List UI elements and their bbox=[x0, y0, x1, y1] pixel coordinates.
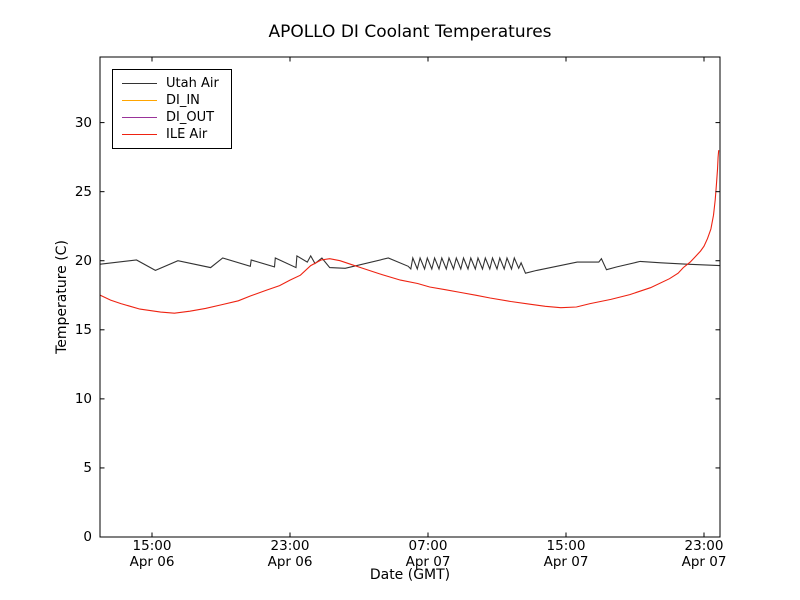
y-tick-label: 15 bbox=[74, 321, 92, 338]
legend-item: DI_OUT bbox=[122, 109, 219, 126]
series-line-utah-air bbox=[100, 254, 720, 274]
legend-label: DI_IN bbox=[166, 93, 200, 108]
legend-line-swatch bbox=[122, 117, 157, 118]
y-tick-label: 25 bbox=[74, 183, 92, 200]
legend-item: Utah Air bbox=[122, 75, 219, 92]
x-axis-label: Date (GMT) bbox=[369, 567, 451, 583]
x-tick-label: 07:00 Apr 07 bbox=[405, 538, 451, 570]
x-tick-label: 23:00 Apr 06 bbox=[267, 538, 313, 570]
x-tick-label: 15:00 Apr 06 bbox=[129, 538, 175, 570]
legend-line-swatch bbox=[122, 83, 157, 84]
legend-label: DI_OUT bbox=[166, 110, 215, 125]
legend-item: ILE Air bbox=[122, 126, 219, 143]
legend-line-swatch bbox=[122, 100, 157, 101]
y-tick-label: 30 bbox=[74, 114, 92, 131]
legend-line-swatch bbox=[122, 134, 157, 135]
legend-item: DI_IN bbox=[122, 92, 219, 109]
y-tick-label: 20 bbox=[74, 252, 92, 269]
y-tick-label: 5 bbox=[83, 459, 92, 476]
legend: Utah Air DI_IN DI_OUT ILE Air bbox=[112, 69, 232, 149]
chart-title: APOLLO DI Coolant Temperatures bbox=[268, 22, 552, 42]
y-tick-label: 10 bbox=[74, 390, 92, 407]
legend-label: Utah Air bbox=[166, 76, 219, 91]
series-line-ile-air bbox=[100, 150, 720, 314]
y-tick-label: 0 bbox=[83, 529, 92, 545]
x-tick-label: 23:00 Apr 07 bbox=[681, 538, 727, 570]
legend-label: ILE Air bbox=[166, 127, 208, 142]
x-tick-label: 15:00 Apr 07 bbox=[543, 538, 589, 570]
plot-frame bbox=[99, 56, 721, 538]
